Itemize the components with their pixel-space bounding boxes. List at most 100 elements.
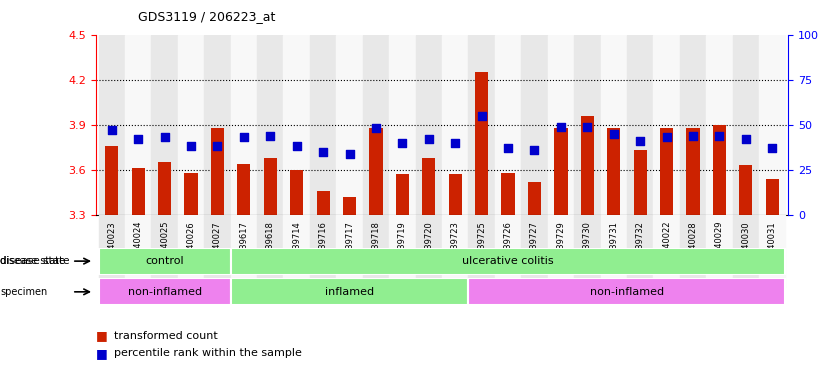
Bar [600,35,627,215]
Point [713,132,726,139]
Point [766,145,779,151]
Point [211,143,224,149]
Bar [686,128,700,215]
Bar [204,215,231,288]
Bar [680,35,706,215]
Bar [98,278,231,305]
Point [607,131,620,137]
Point [528,147,541,153]
Text: GSM239714: GSM239714 [292,221,301,271]
Text: disease state: disease state [0,256,73,266]
Bar [396,174,409,215]
Text: GSM239717: GSM239717 [345,221,354,272]
Point [395,140,409,146]
Bar [442,35,469,215]
Bar [152,35,178,215]
Bar [132,169,145,215]
Text: GSM239732: GSM239732 [636,221,645,272]
Bar [600,215,627,288]
Bar [548,215,574,288]
Bar [98,35,125,215]
Bar [653,35,680,215]
Text: GSM239719: GSM239719 [398,221,407,271]
Bar [469,35,495,215]
Text: GSM239617: GSM239617 [239,221,249,272]
Bar [310,35,336,215]
Text: percentile rank within the sample: percentile rank within the sample [114,348,302,358]
Bar [284,215,310,288]
Bar [607,128,620,215]
Text: GSM240026: GSM240026 [187,221,195,271]
Text: non-inflamed: non-inflamed [128,287,202,297]
Text: control: control [145,256,184,266]
Bar [574,35,600,215]
Bar [469,278,786,305]
Bar [521,35,548,215]
Bar [574,215,600,288]
Point [369,125,383,131]
Text: GSM240027: GSM240027 [213,221,222,271]
Point [316,149,329,155]
Bar [336,215,363,288]
Point [264,132,277,139]
Bar [732,35,759,215]
Bar [495,35,521,215]
Point [634,138,647,144]
Text: GSM239730: GSM239730 [583,221,592,272]
Bar [389,35,415,215]
Bar [125,35,152,215]
Bar [204,35,231,215]
Bar [231,215,257,288]
Bar [231,35,257,215]
Text: GSM240025: GSM240025 [160,221,169,271]
Point [184,143,198,149]
Bar [369,128,383,215]
Point [449,140,462,146]
Bar [501,173,515,215]
Bar [680,215,706,288]
Bar [528,182,541,215]
Bar [125,215,152,288]
Text: GSM240028: GSM240028 [689,221,697,271]
Text: GSM239723: GSM239723 [450,221,460,272]
Point [555,124,568,130]
Text: GSM240023: GSM240023 [108,221,116,271]
Point [660,134,673,141]
Bar [98,248,231,275]
Bar [759,35,786,215]
Bar [739,166,752,215]
Text: inflamed: inflamed [325,287,374,297]
Bar [627,35,653,215]
Bar [548,35,574,215]
Text: ulcerative colitis: ulcerative colitis [462,256,554,266]
Bar [660,128,673,215]
Bar [759,215,786,288]
Text: GSM240030: GSM240030 [741,221,751,271]
Bar [495,215,521,288]
Bar [475,72,488,215]
Bar [363,35,389,215]
Text: disease state: disease state [0,256,65,266]
Text: specimen: specimen [0,287,48,297]
Bar [580,116,594,215]
Text: GSM240024: GSM240024 [133,221,143,271]
Bar [257,215,284,288]
Bar [343,197,356,215]
Point [475,113,489,119]
Text: GSM240031: GSM240031 [768,221,776,271]
Bar [732,215,759,288]
Text: GSM239718: GSM239718 [371,221,380,272]
Bar [363,215,389,288]
Bar [317,191,329,215]
Point [290,143,304,149]
Text: GDS3119 / 206223_at: GDS3119 / 206223_at [138,10,275,23]
Bar [231,248,786,275]
Bar [184,173,198,215]
Bar [555,128,567,215]
Bar [415,35,442,215]
Bar [237,164,250,215]
Bar [264,158,277,215]
Bar [469,215,495,288]
Bar [152,215,178,288]
Bar [415,215,442,288]
